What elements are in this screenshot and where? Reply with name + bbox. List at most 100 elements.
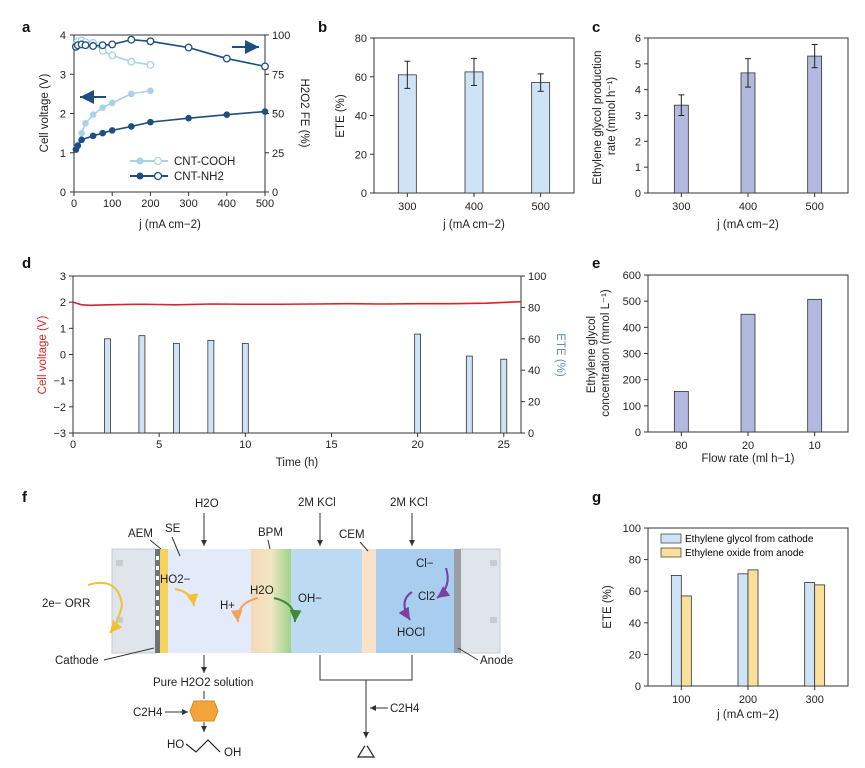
a-xtick-label: 400 (218, 198, 236, 210)
cathode-label: Cathode (55, 655, 98, 667)
g-legend-anode: Ethylene oxide from anode (685, 548, 804, 559)
ohminus-label: OH− (298, 593, 322, 605)
panel-label-d: d (22, 255, 31, 272)
a-ytick-label: 1 (60, 148, 66, 160)
hplus-label: H+ (220, 600, 235, 612)
c-ylabel-line2: rate (mmol h⁻¹) (606, 77, 618, 155)
d-xtick-label: 5 (156, 439, 162, 451)
e-ytick-label: 500 (623, 296, 641, 308)
d-ytick-label: −3 (53, 428, 66, 440)
g-legend: Ethylene glycol from cathode Ethylene ox… (660, 533, 814, 559)
e-xlabel: Flow rate (ml h−1) (702, 453, 795, 465)
a-point (261, 62, 269, 71)
d-y2label: ETE (%) (554, 333, 566, 377)
e-ylabel-line1: Ethylene glycol (586, 316, 598, 393)
b-xtick-label: 300 (398, 201, 416, 213)
clminus-label: Cl− (416, 558, 434, 570)
anode-end-plate (459, 548, 501, 654)
e-ylabel-line2: concentration (mmol L⁻¹) (600, 289, 612, 417)
b-xlabel: j (mA cm−2) (442, 219, 505, 231)
b-ylabel: ETE (%) (335, 94, 347, 138)
g-legend-cathode: Ethylene glycol from cathode (685, 534, 814, 545)
c-xtick-label: 500 (805, 201, 823, 213)
bpm-membrane (251, 549, 291, 653)
a-legend-nh2: CNT-NH2 (174, 171, 224, 183)
c-bar (740, 72, 756, 194)
h2o2-solution-label: Pure H2O2 solution (153, 677, 253, 689)
a-point (127, 57, 136, 66)
panel-label-c: c (592, 19, 600, 36)
a-point (184, 43, 193, 52)
c-bar (807, 55, 823, 194)
b-bar (531, 82, 551, 194)
g-ylabel: ETE (%) (602, 585, 614, 629)
d-ytick-label: −1 (53, 376, 66, 388)
c-ytick-label: 4 (635, 85, 641, 97)
a-point (78, 136, 85, 144)
d-ytick-label: 1 (60, 323, 66, 335)
catalyst-reactor-icon (189, 700, 219, 722)
eg-oh-label: OH (224, 747, 241, 759)
a-ylabel: Cell voltage (V) (39, 74, 51, 153)
cl-oxidation-arrow (436, 567, 451, 599)
c-ytick-label: 5 (635, 59, 641, 71)
e-ytick-label: 100 (623, 401, 641, 413)
gas-diffusion-electrode (155, 549, 160, 653)
e-xtick-label: 10 (809, 440, 821, 452)
a-point (146, 60, 155, 69)
d-ytick-label: 2 (60, 297, 66, 309)
e-bar (740, 313, 756, 433)
a-point (147, 118, 154, 126)
se-label: SE (165, 523, 181, 535)
g-bar (737, 573, 749, 687)
d-ete-bar (241, 343, 249, 434)
b-ytick-label: 20 (355, 149, 367, 161)
c-ytick-label: 6 (635, 33, 641, 45)
c-ytick-label: 2 (635, 136, 641, 148)
chart-g: ETE (%) j (mA cm−2) Ethylene glycol from… (602, 523, 849, 721)
g-xtick-label: 300 (805, 694, 823, 706)
e-xtick-label: 20 (742, 440, 754, 452)
b-ytick-label: 40 (355, 111, 367, 123)
hocl-label: HOCl (397, 627, 425, 639)
d-y2tick-label: 100 (528, 271, 546, 283)
d-ete-bar (465, 355, 473, 434)
chart-e: Ethylene glycol concentration (mmol L⁻¹)… (586, 270, 849, 465)
c-xtick-label: 300 (672, 201, 690, 213)
a-y2tick-label: 75 (272, 69, 284, 81)
c-ylabel: Ethylene glycol production rate (mmol h⁻… (592, 47, 618, 184)
ho2-label: HO2− (160, 574, 191, 586)
a-point (128, 123, 135, 130)
a-series-line (75, 89, 151, 150)
a-point (78, 129, 85, 137)
c-ytick-label: 1 (635, 162, 641, 174)
d-voltage-line (72, 300, 522, 307)
a-point (89, 132, 97, 140)
a-point (108, 51, 117, 60)
e-ytick-label: 200 (623, 375, 641, 387)
g-ytick-label: 80 (629, 555, 641, 567)
a-point (82, 120, 89, 127)
panel-label-a: a (22, 19, 31, 36)
e-bar (673, 391, 689, 433)
c2h4-right-label: C2H4 (390, 703, 420, 715)
g-bar (680, 595, 692, 687)
c-bar (673, 104, 689, 194)
d-ete-bar (104, 338, 111, 434)
a-ytick-label: 0 (60, 187, 66, 199)
a-y2tick-label: 50 (272, 109, 284, 121)
a-point (98, 41, 107, 50)
d-ete-bar (138, 335, 146, 434)
diagram-f: H2O 2M KCl 2M KCl AEM SE BPM CEM 2e− ORR… (42, 497, 513, 759)
a-point (261, 108, 269, 115)
chart-a: Cell voltage (V) H2O2 FE (%) j (mA cm−2)… (39, 30, 310, 231)
c-ylabel-line1: Ethylene glycol production (592, 50, 604, 184)
d-xtick-label: 15 (325, 439, 337, 451)
panel-label-e: e (592, 255, 600, 272)
a-point (89, 42, 98, 50)
panel-label-g: g (592, 489, 601, 506)
d-xtick-label: 10 (239, 439, 251, 451)
anode-label: Anode (480, 655, 513, 667)
a-ytick-label: 4 (60, 30, 66, 42)
a-point (108, 127, 116, 134)
